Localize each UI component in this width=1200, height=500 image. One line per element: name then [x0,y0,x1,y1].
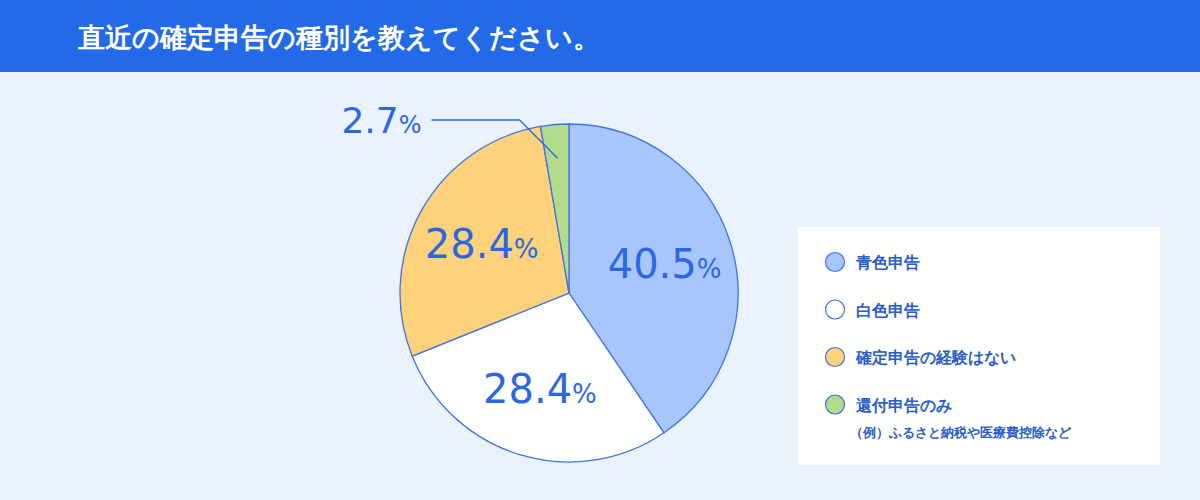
pie-slice [569,124,738,433]
legend-label: 白色申告 [856,301,920,320]
data-label-number: 28.4 [425,221,514,267]
legend: 青色申告白色申告確定申告の経験はない還付申告のみ （例）ふるさと納税や医療費控除な… [798,227,1160,465]
title-banner [0,0,1200,72]
pie-slice [400,126,569,356]
legend-label: 還付申告のみ [855,396,952,415]
legend-sublabel: （例）ふるさと納税や医療費控除など [850,425,1072,440]
pie-slice [540,124,569,293]
leader-line [432,120,558,158]
pie: 40.5%28.4%28.4%2.7% [341,100,738,462]
data-label-unit: % [697,254,722,284]
legend-swatch [826,395,845,414]
chart: 直近の確定申告の種別を教えてください。40.5%28.4%28.4%2.7%青色… [0,0,1200,500]
title: 直近の確定申告の種別を教えてください。 [77,22,600,53]
data-label-number: 28.4 [483,366,572,412]
data-label: 28.4% [425,221,539,267]
legend-swatch [826,253,845,272]
data-label: 28.4% [483,366,597,412]
data-label-number: 2.7 [341,100,398,141]
data-label-unit: % [514,234,539,264]
legend-swatch [826,300,845,319]
data-label: 40.5% [608,241,722,287]
legend-swatch [826,348,845,367]
legend-box [798,227,1160,465]
data-label-number: 40.5 [608,241,697,287]
data-label: 2.7% [341,100,421,141]
background [0,0,1200,500]
data-label-unit: % [399,111,422,139]
legend-label: 青色申告 [855,253,920,272]
legend-label: 確定申告の経験はない [855,348,1016,367]
data-label-unit: % [572,379,597,409]
